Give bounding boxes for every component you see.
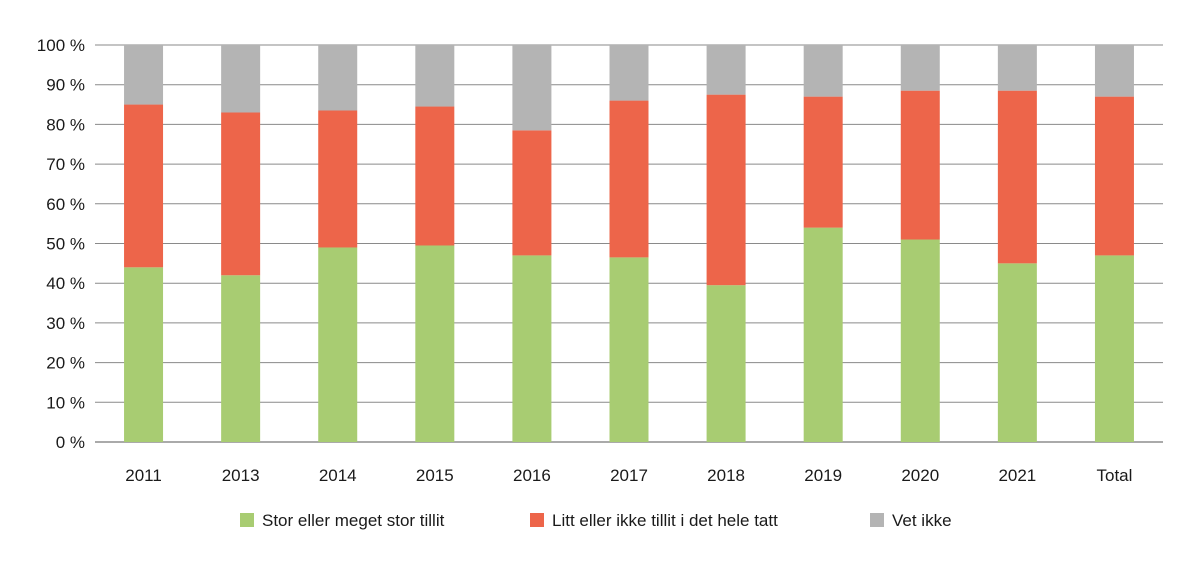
bar-segment-2 — [221, 112, 261, 276]
bar-segment-3 — [803, 45, 843, 97]
bars — [124, 45, 1134, 442]
bar-segment-1 — [124, 267, 164, 442]
bar-segment-2 — [318, 110, 358, 248]
legend: Stor eller meget stor tillit Litt eller i… — [240, 511, 952, 530]
y-tick-label: 100 % — [37, 36, 85, 55]
bar-segment-1 — [900, 239, 940, 442]
x-category-label: 2018 — [707, 466, 745, 485]
bar-segment-2 — [1094, 96, 1134, 256]
x-category-label: 2011 — [125, 466, 162, 485]
legend-swatch — [530, 513, 544, 527]
bar-segment-3 — [124, 45, 164, 105]
y-tick-label: 70 % — [46, 155, 85, 174]
bar-segment-1 — [803, 227, 843, 442]
bar-segment-1 — [706, 285, 746, 442]
bar-segment-2 — [609, 100, 649, 258]
x-category-label: 2015 — [416, 466, 454, 485]
bar-segment-2 — [997, 90, 1037, 264]
bar-segment-3 — [997, 45, 1037, 91]
bar-segment-2 — [415, 106, 455, 246]
x-category-label: 2016 — [513, 466, 551, 485]
y-tick-label: 80 % — [46, 115, 85, 134]
y-axis-tick-labels: 0 % 10 % 20 % 30 % 40 % 50 % 60 % 70 % 80 % 90 % 1… — [37, 36, 85, 452]
y-tick-label: 0 % — [56, 433, 85, 452]
bar-segment-1 — [318, 247, 358, 442]
bar-segment-3 — [900, 45, 940, 91]
x-category-label: 2020 — [901, 466, 939, 485]
bar-segment-3 — [221, 45, 261, 113]
bar-segment-1 — [512, 255, 552, 442]
bar-segment-3 — [706, 45, 746, 95]
bar-segment-1 — [609, 257, 649, 442]
bar-segment-1 — [997, 263, 1037, 442]
x-category-label: 2013 — [222, 466, 260, 485]
x-category-label: 2021 — [998, 466, 1036, 485]
legend-swatch — [240, 513, 254, 527]
bar-segment-1 — [221, 275, 261, 442]
bar-segment-3 — [1094, 45, 1134, 97]
legend-label: Stor eller meget stor tillit — [262, 511, 445, 530]
x-category-label: 2017 — [610, 466, 648, 485]
y-tick-label: 40 % — [46, 274, 85, 293]
y-tick-label: 20 % — [46, 354, 85, 373]
legend-swatch — [870, 513, 884, 527]
bar-segment-3 — [609, 45, 649, 101]
y-tick-label: 30 % — [46, 314, 85, 333]
bar-segment-1 — [415, 245, 455, 442]
legend-label: Vet ikke — [892, 511, 952, 530]
y-tick-label: 60 % — [46, 195, 85, 214]
y-tick-label: 10 % — [46, 393, 85, 412]
bar-segment-2 — [803, 96, 843, 228]
bar-segment-3 — [318, 45, 358, 111]
bar-segment-2 — [124, 104, 164, 268]
x-axis-category-labels: 2011 2013 2014 2015 2016 2017 2018 2019 2020 2021… — [125, 466, 1132, 485]
bar-segment-3 — [415, 45, 455, 107]
y-tick-label: 50 % — [46, 235, 85, 254]
x-category-label: 2014 — [319, 466, 357, 485]
bar-segment-2 — [512, 130, 552, 256]
y-tick-label: 90 % — [46, 76, 85, 95]
legend-label: Litt eller ikke tillit i det hele tatt — [552, 511, 778, 530]
x-category-label: 2019 — [804, 466, 842, 485]
bar-segment-3 — [512, 45, 552, 131]
bar-segment-1 — [1094, 255, 1134, 442]
bar-segment-2 — [900, 90, 940, 240]
bar-segment-2 — [706, 94, 746, 286]
x-category-label: Total — [1096, 466, 1132, 485]
